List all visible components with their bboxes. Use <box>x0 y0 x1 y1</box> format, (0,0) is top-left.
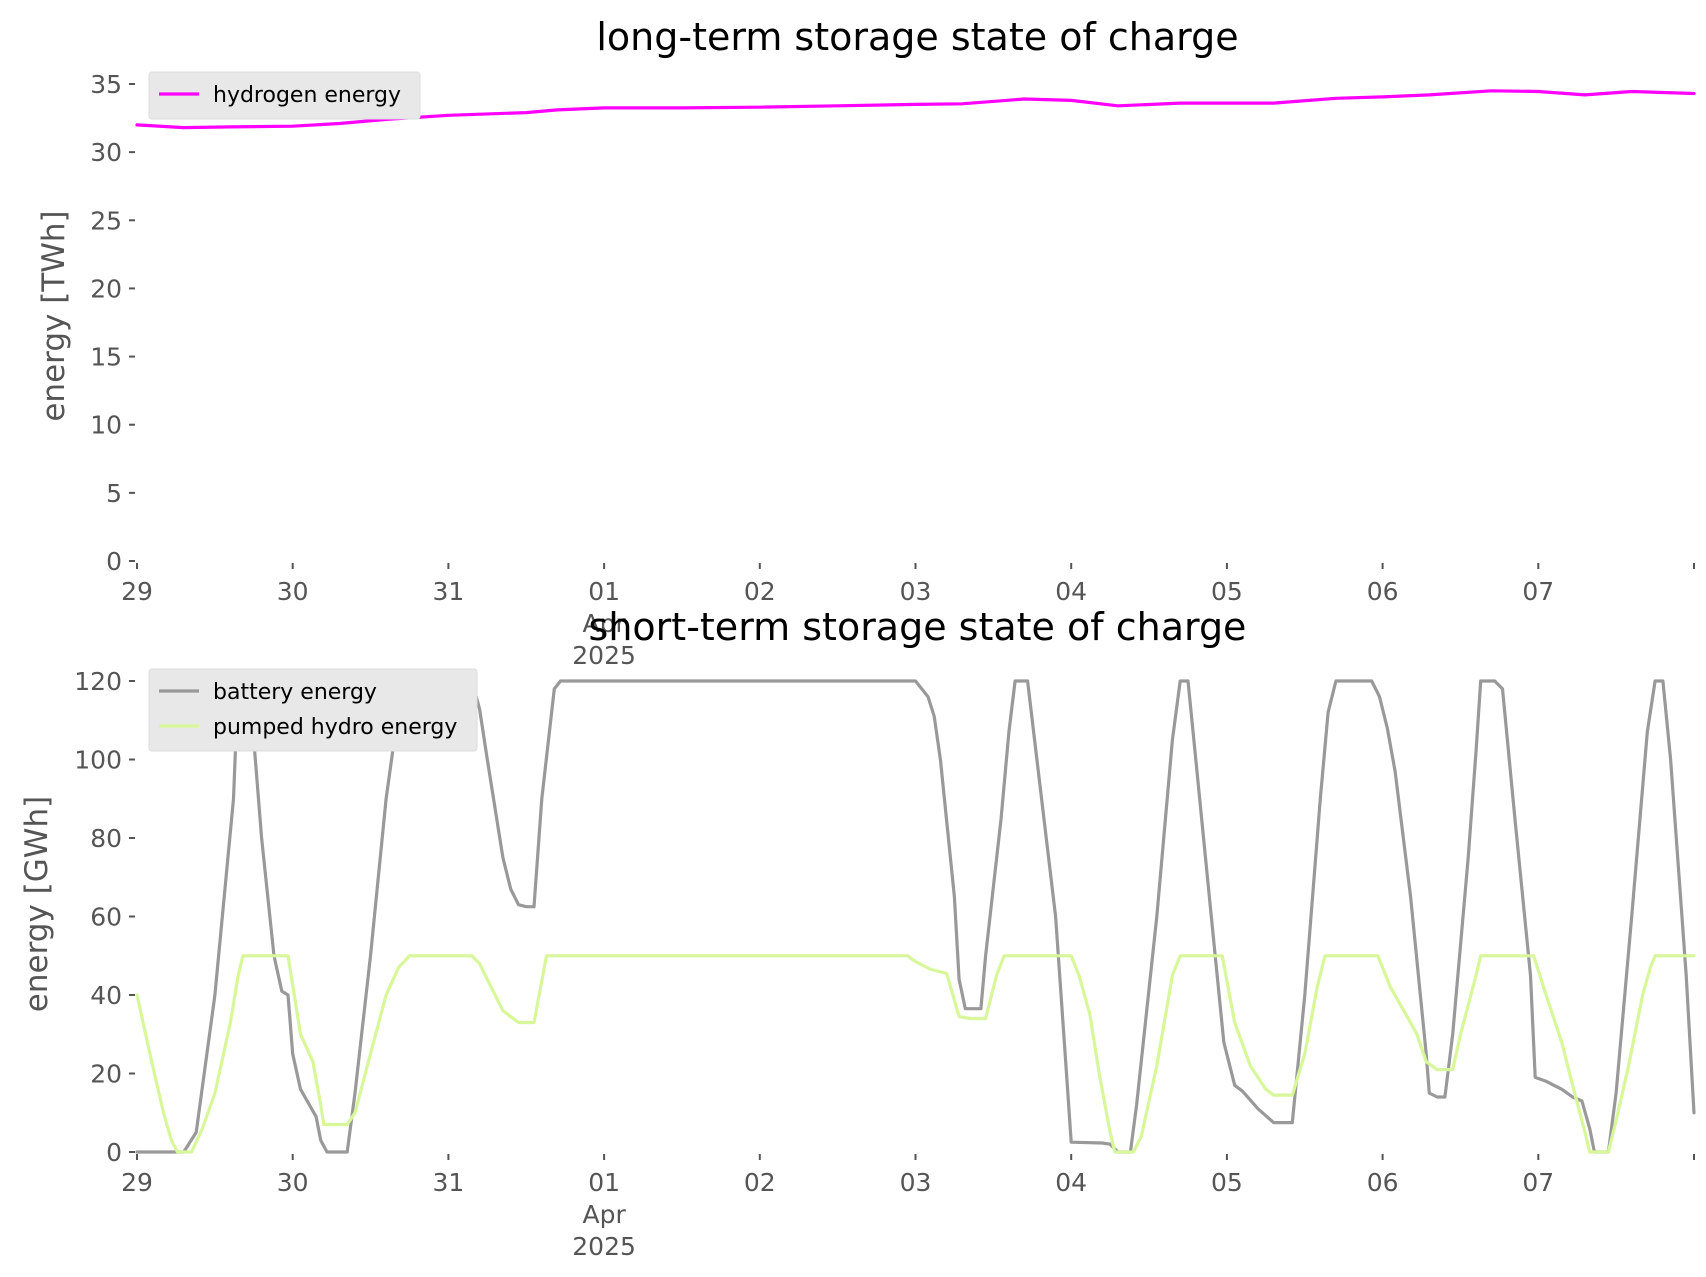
x-tick-label: 01 <box>588 577 620 606</box>
y-axis-label: energy [GWh] <box>19 796 55 1012</box>
chart-1: 0 20 40 60 80 100 120 29 30 31 01 Apr 2025 02 03 04 05 06… <box>19 605 1696 1261</box>
x-tick-label: 03 <box>900 577 932 606</box>
y-tick-label: 60 <box>90 903 122 932</box>
y-tick-label: 35 <box>90 70 122 99</box>
x-tick-label: 2025 <box>572 1232 636 1261</box>
y-tick-label: 15 <box>90 343 122 372</box>
x-tick-label: 06 <box>1367 577 1399 606</box>
x-tick-label: 05 <box>1211 1168 1243 1197</box>
y-axis-label: energy [TWh] <box>36 210 72 421</box>
y-tick-label: 100 <box>74 746 122 775</box>
legend-box <box>148 71 421 120</box>
chart-title: long-term storage state of charge <box>596 15 1238 59</box>
x-tick-label: Apr <box>582 1200 626 1229</box>
x-tick-label: 29 <box>121 577 153 606</box>
x-tick-label: 04 <box>1055 577 1087 606</box>
x-tick-label: 30 <box>277 1168 309 1197</box>
legend-entry: hydrogen energy <box>213 83 401 108</box>
x-tick-label: 03 <box>900 1168 932 1197</box>
legend: hydrogen energy <box>148 71 421 120</box>
y-tick-label: 120 <box>74 667 122 696</box>
y-tick-label: 25 <box>90 206 122 235</box>
x-tick-label: 04 <box>1055 1168 1087 1197</box>
series-line-pumped-hydro-energy <box>135 954 1696 1154</box>
y-tick-label: 80 <box>90 824 122 853</box>
chart-title: short-term storage state of charge <box>589 605 1247 649</box>
x-tick-label: 02 <box>744 1168 776 1197</box>
y-tick-label: 20 <box>90 1060 122 1089</box>
y-tick-label: 20 <box>90 274 122 303</box>
x-tick-label: 2025 <box>572 641 636 670</box>
y-tick-label: 0 <box>106 1138 122 1167</box>
x-tick-label: 02 <box>744 577 776 606</box>
series-line-battery-energy <box>135 679 1696 1154</box>
x-tick-label: 06 <box>1367 1168 1399 1197</box>
y-tick-label: 30 <box>90 138 122 167</box>
x-tick-label: 29 <box>121 1168 153 1197</box>
legend-entry: pumped hydro energy <box>213 715 457 740</box>
x-tick-label: 30 <box>277 577 309 606</box>
x-tick-label: 07 <box>1522 577 1554 606</box>
series-line-hydrogen-energy <box>135 89 1696 130</box>
x-tick-label: 07 <box>1522 1168 1554 1197</box>
y-tick-label: 10 <box>90 411 122 440</box>
x-tick-label: 05 <box>1211 577 1243 606</box>
x-tick-label: Apr <box>582 609 626 638</box>
legend-entry: battery energy <box>213 680 377 705</box>
y-tick-label: 0 <box>106 547 122 576</box>
legend: battery energy pumped hydro energy <box>148 668 478 752</box>
x-tick-label: 31 <box>432 1168 464 1197</box>
x-tick-label: 31 <box>432 577 464 606</box>
legend-box <box>148 668 478 752</box>
y-tick-label: 5 <box>106 479 122 508</box>
y-tick-label: 40 <box>90 981 122 1010</box>
x-tick-label: 01 <box>588 1168 620 1197</box>
